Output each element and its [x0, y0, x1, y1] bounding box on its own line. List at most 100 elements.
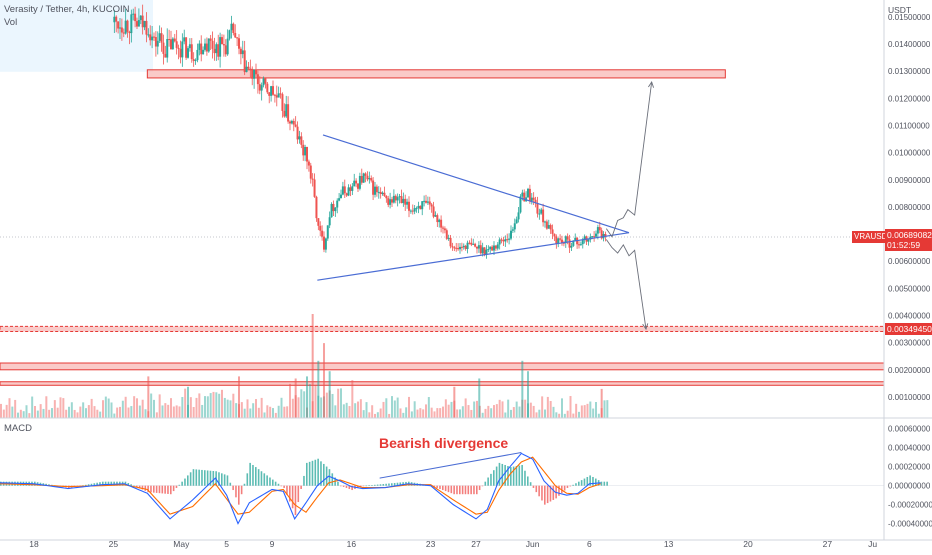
candle-body — [281, 94, 284, 111]
time-tick-label: 25 — [109, 539, 119, 549]
volume-legend: Vol — [4, 17, 17, 28]
candle-body — [217, 44, 220, 57]
volume-bar — [303, 391, 306, 418]
macd-histogram-bar — [204, 470, 206, 486]
candle-body — [581, 239, 584, 245]
candle-body — [145, 20, 148, 35]
macd-histogram-bar — [433, 485, 436, 487]
volume-bar — [461, 406, 464, 418]
macd-histogram-bar — [141, 485, 144, 490]
candle-body — [504, 239, 507, 242]
macd-histogram-bar — [558, 485, 560, 496]
volume-bar — [266, 405, 269, 418]
candle-body — [128, 31, 131, 34]
candle-body — [423, 200, 426, 202]
volume-bar — [507, 399, 510, 418]
volume-bar — [470, 409, 473, 418]
candle-body — [528, 188, 531, 202]
macd-histogram-bar — [467, 485, 470, 495]
candle-body — [513, 223, 516, 230]
macd-histogram-bar — [133, 485, 135, 487]
candle-body — [372, 180, 375, 195]
volume-bar — [430, 407, 433, 418]
macd-histogram-bar — [252, 464, 254, 486]
macd-histogram-bar — [450, 485, 453, 494]
volume-bar — [413, 401, 416, 418]
macd-histogram-bar — [391, 483, 393, 486]
candle-body — [183, 37, 186, 42]
macd-histogram-bar — [99, 482, 101, 486]
macd-histogram-bar — [589, 475, 591, 486]
macd-histogram-bar — [606, 481, 608, 486]
candle-body — [158, 33, 161, 41]
candle-body — [561, 239, 563, 243]
volume-bar — [62, 398, 65, 418]
volume-spike — [527, 371, 529, 418]
macd-histogram-bar — [218, 472, 220, 486]
candle-body — [277, 93, 280, 98]
volume-bar — [158, 394, 161, 418]
macd-histogram-bar — [490, 473, 492, 486]
macd-histogram-bar — [600, 481, 603, 486]
macd-histogram-bar — [240, 485, 243, 495]
volume-bar — [348, 406, 351, 418]
candle-body — [604, 233, 607, 237]
macd-histogram-bar — [42, 483, 45, 486]
candle-body — [273, 94, 276, 96]
macd-histogram-bar — [48, 484, 50, 486]
volume-bar — [257, 407, 260, 418]
volume-bar — [450, 401, 453, 418]
macd-histogram-bar — [575, 483, 577, 486]
macd-histogram-bar — [136, 485, 138, 487]
macd-histogram-bar — [269, 477, 271, 486]
time-tick-label: 16 — [347, 539, 357, 549]
candle-body — [162, 42, 165, 54]
candle-body — [236, 37, 239, 39]
macd-histogram-bar — [453, 485, 455, 495]
candle-body — [583, 236, 586, 240]
candle-body — [496, 244, 499, 249]
candle-body — [362, 173, 365, 183]
candle-body — [115, 16, 118, 22]
macd-histogram-bar — [572, 484, 574, 486]
macd-histogram-bar — [371, 485, 373, 486]
macd-histogram-bar — [396, 482, 399, 486]
macd-histogram-bar — [303, 475, 305, 486]
volume-bar — [19, 409, 22, 418]
candle-body — [296, 126, 299, 140]
candle-body — [304, 146, 307, 156]
candle-body — [566, 236, 569, 240]
macd-legend: MACD — [4, 423, 32, 434]
macd-histogram-bar — [529, 482, 532, 486]
macd-histogram-bar — [238, 485, 240, 505]
volume-bar — [569, 396, 572, 418]
volume-bar — [226, 399, 229, 418]
candle-body — [119, 27, 121, 29]
candle-body — [462, 245, 465, 248]
macd-histogram-bar — [93, 483, 96, 486]
candle-body — [470, 242, 473, 245]
candle-body — [302, 144, 305, 156]
macd-histogram-bar — [212, 470, 215, 486]
macd-histogram-bar — [504, 464, 506, 486]
price-tag-symbol: VRAUSDT — [854, 232, 893, 241]
candle-body — [530, 197, 533, 202]
candle-body — [164, 53, 167, 58]
candle-body — [549, 225, 552, 230]
volume-bar — [538, 409, 541, 418]
volume-bar — [532, 405, 535, 418]
macd-histogram-bar — [297, 485, 300, 503]
volume-spike — [238, 376, 240, 418]
candle-body — [508, 238, 511, 240]
macd-histogram-bar — [442, 485, 444, 491]
volume-bar — [155, 412, 158, 418]
macd-histogram-bar — [510, 467, 512, 486]
candle-body — [171, 38, 174, 50]
volume-bar — [119, 406, 121, 418]
candle-body — [445, 230, 448, 239]
volume-bar — [337, 388, 340, 418]
macd-histogram-bar — [376, 484, 379, 486]
volume-bar — [289, 383, 291, 418]
candle-body — [449, 237, 452, 247]
candle-body — [349, 187, 352, 191]
